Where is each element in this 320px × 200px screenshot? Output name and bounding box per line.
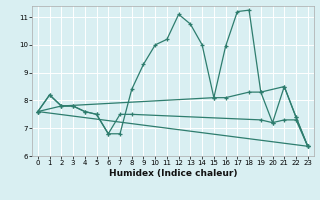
X-axis label: Humidex (Indice chaleur): Humidex (Indice chaleur)	[108, 169, 237, 178]
